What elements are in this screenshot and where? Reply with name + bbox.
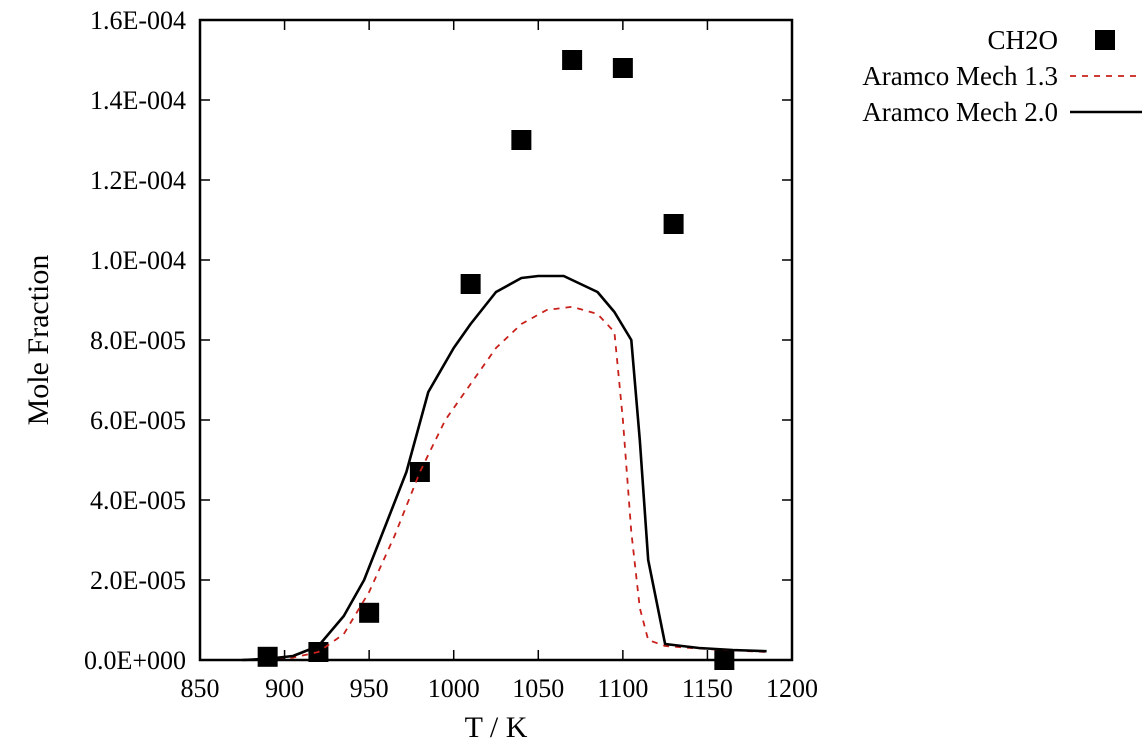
x-tick-label: 850 xyxy=(181,674,220,703)
x-tick-label: 1050 xyxy=(512,674,564,703)
x-tick-label: 1100 xyxy=(597,674,648,703)
series-line-aramco-mech-2-0 xyxy=(242,274,767,662)
data-point-ch2o xyxy=(257,646,278,667)
data-point-ch2o xyxy=(359,602,380,623)
y-tick-label: 4.0E-005 xyxy=(90,486,186,515)
data-point-ch2o xyxy=(562,50,583,70)
x-tick-label: 1200 xyxy=(766,674,818,703)
y-axis-title: Mole Fraction xyxy=(22,255,55,426)
series-line-aramco-mech-1-3 xyxy=(242,305,767,661)
y-tick-label: 8.0E-005 xyxy=(90,326,186,355)
legend-marker-ch2o xyxy=(1095,30,1115,50)
legend-label-ch2o: CH2O xyxy=(987,25,1058,55)
x-tick-label: 900 xyxy=(265,674,304,703)
y-tick-label: 6.0E-005 xyxy=(90,406,186,435)
y-tick-label: 1.4E-004 xyxy=(90,86,186,115)
data-point-ch2o xyxy=(612,58,633,78)
series-layer xyxy=(242,50,767,670)
y-tick-label: 0.0E+000 xyxy=(84,646,186,675)
legend-label-aramco-mech-2-0: Aramco Mech 2.0 xyxy=(862,97,1058,127)
y-tick-label: 1.6E-004 xyxy=(90,6,186,35)
legend-label-aramco-mech-1-3: Aramco Mech 1.3 xyxy=(862,61,1058,91)
data-point-ch2o xyxy=(409,462,430,482)
ticks-layer: 850 900 950 1000 1050 1100 1150 1200 0.0E+000 2.0… xyxy=(84,6,818,703)
x-tick-label: 1150 xyxy=(682,674,733,703)
x-tick-label: 950 xyxy=(350,674,389,703)
legend: CH2O Aramco Mech 1.3 Aramco Mech 2.0 xyxy=(862,25,1142,127)
data-point-ch2o xyxy=(460,274,481,294)
data-point-ch2o xyxy=(663,214,684,234)
plot-frame xyxy=(198,18,794,662)
x-axis-title: T / K xyxy=(465,711,528,744)
y-tick-label: 1.2E-004 xyxy=(90,166,186,195)
x-tick-label: 1000 xyxy=(428,674,480,703)
y-tick-label: 1.0E-004 xyxy=(90,246,186,275)
y-tick-label: 2.0E-005 xyxy=(90,566,186,595)
data-point-ch2o xyxy=(511,130,532,150)
